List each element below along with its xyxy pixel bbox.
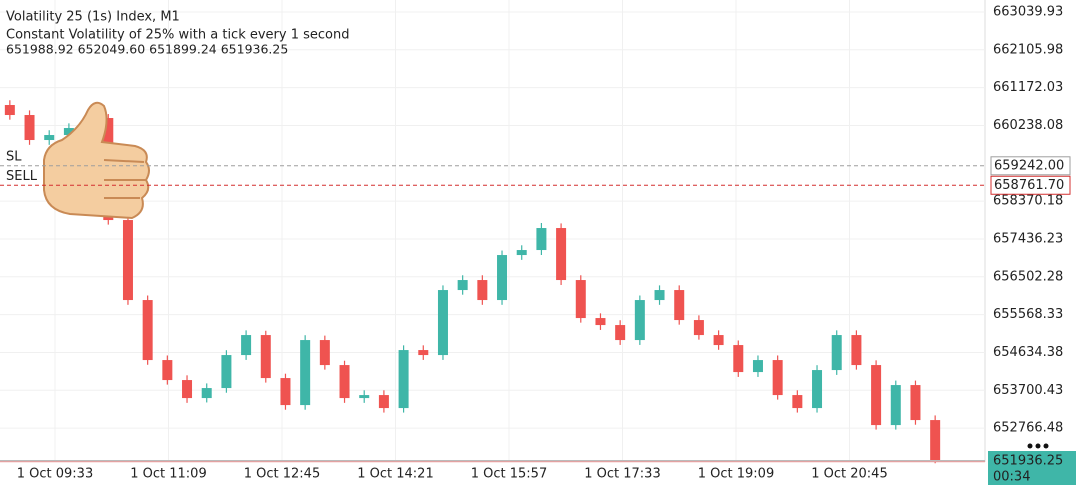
y-tick-label: 654634.38 <box>993 345 1063 360</box>
y-tick-label: 662105.98 <box>993 42 1063 57</box>
y-tick-label: 652766.48 <box>993 421 1063 436</box>
x-tick-label: 1 Oct 14:21 <box>357 467 433 482</box>
candle-body <box>241 335 252 356</box>
x-tick-label: 1 Oct 19:09 <box>698 467 774 482</box>
ohlc-readout: 651988.92 652049.60 651899.24 651936.25 <box>6 42 288 57</box>
candle-body <box>300 340 311 406</box>
y-tick-label: 658370.18 <box>993 194 1063 209</box>
candle-body <box>654 290 665 301</box>
candle-body <box>457 280 468 291</box>
more-menu-icon[interactable] <box>1027 443 1049 449</box>
candle-body <box>24 115 35 141</box>
y-tick-label: 663039.93 <box>993 4 1063 19</box>
y-tick-label: 656502.28 <box>993 269 1063 284</box>
current-price-box <box>988 451 1076 485</box>
price-line-name: SL <box>6 149 22 164</box>
candle-body <box>871 365 882 426</box>
candle-body <box>44 135 55 141</box>
candle-body <box>792 395 803 409</box>
candle-body <box>851 335 862 366</box>
price-line-box <box>990 156 1071 176</box>
candle-body <box>536 228 547 251</box>
candle-body <box>4 105 15 116</box>
current-price-label: 651936.25 <box>993 454 1063 469</box>
price-line-label: 658761.70 <box>994 178 1064 193</box>
candle-body <box>595 318 606 326</box>
x-tick-label: 1 Oct 09:33 <box>17 467 93 482</box>
thumbs-up-icon <box>43 101 150 220</box>
candle-body <box>575 280 586 319</box>
y-tick-label: 653700.43 <box>993 383 1063 398</box>
candle-body <box>63 128 74 136</box>
candle-body <box>122 220 133 301</box>
candle-body <box>890 385 901 426</box>
candle-body <box>674 290 685 321</box>
price-line-label: 659242.00 <box>994 158 1064 173</box>
candle-body <box>477 280 488 301</box>
candle-body <box>339 365 350 399</box>
plot <box>0 0 985 464</box>
candle-timer: 00:34 <box>993 470 1030 485</box>
chart-title: Volatility 25 (1s) Index, M1 <box>6 10 180 25</box>
candle-body <box>752 360 763 373</box>
x-tick-label: 1 Oct 15:57 <box>471 467 547 482</box>
candle-body <box>378 395 389 409</box>
candle-body <box>812 370 823 409</box>
candle-body <box>772 360 783 396</box>
x-tick-label: 1 Oct 12:45 <box>244 467 320 482</box>
candle-body <box>398 350 409 409</box>
x-tick-label: 1 Oct 20:45 <box>811 467 887 482</box>
candle-body <box>497 255 508 301</box>
candle-body <box>713 335 724 346</box>
y-tick-label: 661172.03 <box>993 80 1063 95</box>
candle-body <box>201 388 212 399</box>
price-line-name: SELL <box>6 169 38 184</box>
candle-body <box>437 290 448 356</box>
chart-subtitle: Constant Volatility of 25% with a tick e… <box>6 28 350 43</box>
candle-body <box>359 395 370 399</box>
y-tick-label: 660238.08 <box>993 118 1063 133</box>
candle-body <box>831 335 842 371</box>
x-tick-label: 1 Oct 11:09 <box>130 467 206 482</box>
y-tick-label: 655568.33 <box>993 307 1063 322</box>
candle-body <box>280 378 291 406</box>
candle-body <box>221 355 232 389</box>
candle-body <box>319 340 330 366</box>
x-tick-label: 1 Oct 17:33 <box>584 467 660 482</box>
candle-body <box>733 345 744 373</box>
candle-body <box>634 300 645 341</box>
candle-body <box>162 360 173 381</box>
candle-body <box>930 420 941 462</box>
candle-body <box>260 335 271 379</box>
candle-body <box>615 325 626 341</box>
candle-body <box>556 228 567 281</box>
y-tick-label: 657436.23 <box>993 231 1063 246</box>
candle-body <box>516 250 527 256</box>
candle-body <box>693 320 704 336</box>
candle-body <box>182 380 193 399</box>
candle-body <box>142 300 153 361</box>
candle-body <box>418 350 429 356</box>
price-line-box <box>990 175 1071 195</box>
candle-body <box>910 385 921 421</box>
